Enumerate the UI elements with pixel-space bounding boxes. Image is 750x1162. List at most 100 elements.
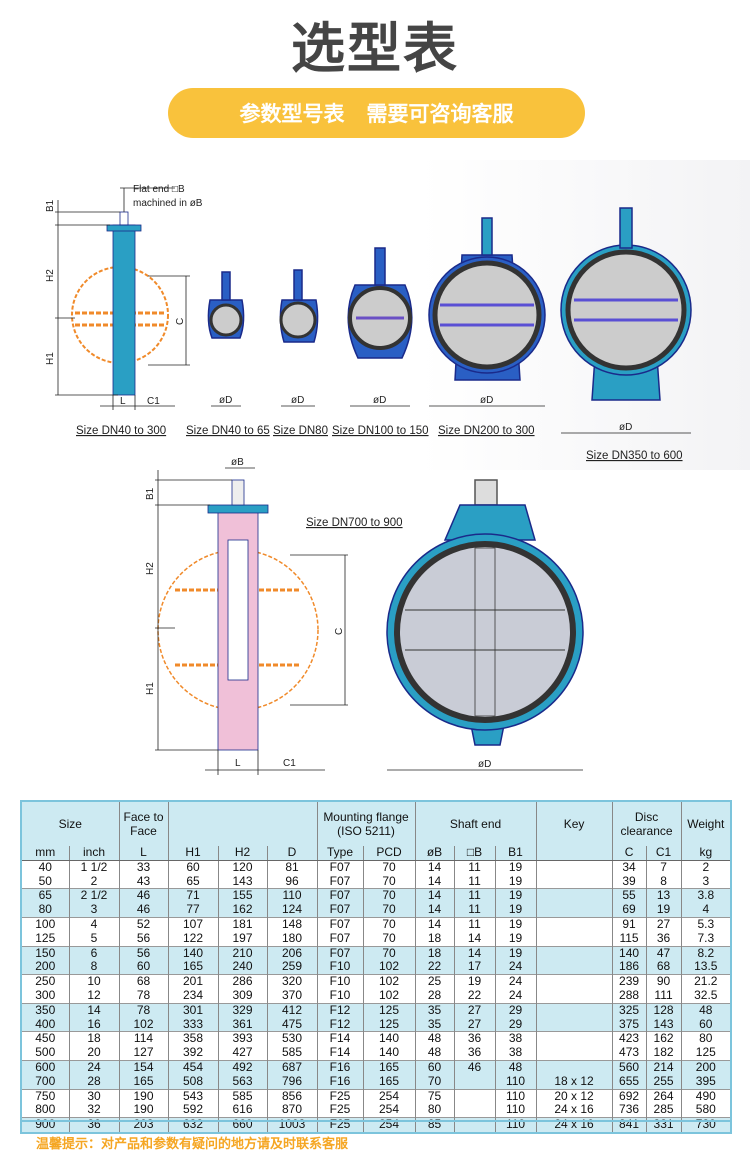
divider <box>20 1120 730 1122</box>
table-cell: 375 <box>611 1017 647 1032</box>
table-row: 700 28 165 508 563 796 F16 165 70 110 18 x 12 655 25… <box>20 1074 732 1090</box>
table-cell: 239 <box>611 974 647 989</box>
banner-left-text: 参数型号表 <box>239 102 345 126</box>
table-cell: 48 <box>680 1002 732 1018</box>
size-label-1: Size DN40 to 300 <box>76 425 166 437</box>
table-cell: 65 <box>167 874 218 889</box>
size-label-4: Size DN100 to 150 <box>332 425 429 437</box>
dim-c1: C1 <box>147 396 160 407</box>
table-cell: F07 <box>316 888 364 904</box>
table-cell: 125 <box>362 1002 416 1018</box>
table-cell: 155 <box>217 888 267 904</box>
machined-label: machined in øB <box>133 198 203 209</box>
table-cell: 3 <box>68 902 119 918</box>
header-weight: Weight <box>680 801 732 846</box>
table-cell: 70 <box>362 916 416 932</box>
table-cell: 11 <box>453 888 496 904</box>
header-dimensions <box>167 801 318 846</box>
table-cell: 25 <box>414 974 455 989</box>
table-cell: 125 <box>20 931 69 947</box>
table-cell: 3.8 <box>680 888 732 904</box>
table-cell: 492 <box>217 1059 267 1075</box>
table-cell: 24 <box>494 988 537 1004</box>
table-cell: 259 <box>266 959 318 975</box>
table-cell: 18 x 12 <box>535 1074 613 1090</box>
table-cell: 508 <box>167 1074 218 1090</box>
table-cell: 56 <box>118 945 168 961</box>
table-cell: 14 <box>414 916 455 932</box>
table-cell: 122 <box>167 931 218 947</box>
table-cell: 2 <box>680 860 732 875</box>
table-cell: 325 <box>611 1002 647 1018</box>
sub-header-cell: H2 <box>217 845 267 861</box>
table-cell: 2 1/2 <box>68 888 119 904</box>
table-cell: 255 <box>645 1074 682 1090</box>
table-cell: 200 <box>680 1059 732 1075</box>
table-cell: 592 <box>167 1102 218 1118</box>
table-cell: 285 <box>645 1102 682 1118</box>
table-cell: 13 <box>645 888 682 904</box>
table-cell: 70 <box>362 945 416 961</box>
table-cell: 18 <box>414 945 455 961</box>
table-cell: 21.2 <box>680 974 732 989</box>
table-cell: 19 <box>494 874 537 889</box>
table-cell: 856 <box>266 1088 318 1104</box>
table-cell: 19 <box>453 974 496 989</box>
table-cell: 35 <box>414 1017 455 1032</box>
table-cell: 43 <box>118 874 168 889</box>
dim-b1: B1 <box>45 199 56 212</box>
table-cell: 140 <box>611 945 647 961</box>
table-cell: 10 <box>68 974 119 989</box>
dim-h2: H2 <box>45 269 56 282</box>
table-cell: 75 <box>414 1088 455 1104</box>
table-cell: 19 <box>494 902 537 918</box>
table-cell: 7 <box>645 860 682 875</box>
table-row: 150 6 56 140 210 206 F07 70 18 14 19 140 47 8.2 <box>20 945 732 961</box>
table-cell: 38 <box>494 1045 537 1061</box>
table-cell: F10 <box>316 959 364 975</box>
table-cell: 580 <box>680 1102 732 1118</box>
table-cell: 197 <box>217 931 267 947</box>
table-cell: 300 <box>20 988 69 1004</box>
table-row: 100 4 52 107 181 148 F07 70 14 11 19 91 27 5.3 <box>20 916 732 932</box>
table-cell: 182 <box>645 1045 682 1061</box>
table-cell: 56 <box>118 931 168 947</box>
table-cell: 543 <box>167 1088 218 1104</box>
table-cell: 585 <box>266 1045 318 1061</box>
table-cell <box>535 1017 613 1032</box>
table-cell: 48 <box>494 1059 537 1075</box>
table-cell: 27 <box>453 1002 496 1018</box>
table-cell: 700 <box>20 1074 69 1090</box>
table-cell: 70 <box>362 931 416 947</box>
table-cell: 692 <box>611 1088 647 1104</box>
table-cell: 301 <box>167 1002 218 1018</box>
table-cell: 38 <box>494 1031 537 1047</box>
table-cell: 240 <box>217 959 267 975</box>
table-cell: F12 <box>316 1002 364 1018</box>
table-cell: 27 <box>453 1017 496 1032</box>
table-cell: 20 x 12 <box>535 1088 613 1104</box>
table-cell: 148 <box>266 916 318 932</box>
table-cell: F25 <box>316 1102 364 1118</box>
table-cell: 361 <box>217 1017 267 1032</box>
table-cell: F10 <box>316 974 364 989</box>
table-cell: 46 <box>453 1059 496 1075</box>
table-cell: 70 <box>362 874 416 889</box>
banner-right-text: 需要可咨询客服 <box>366 102 514 126</box>
valve-front-views <box>207 207 692 401</box>
header-mounting-flange: Mounting flange (ISO 5211) <box>316 801 416 846</box>
table-cell: 19 <box>494 860 537 875</box>
table-cell: 28 <box>414 988 455 1004</box>
table-cell: 210 <box>217 945 267 961</box>
header-disc-clearance: Disc clearance <box>611 801 682 846</box>
table-group-header: Size Face to Face Mounting flange (ISO 5… <box>20 801 732 846</box>
table-cell <box>535 874 613 889</box>
table-cell: 125 <box>680 1045 732 1061</box>
table-cell: 475 <box>266 1017 318 1032</box>
table-cell: 18 <box>68 1031 119 1047</box>
table-row: 400 16 102 333 361 475 F12 125 35 27 29 375 143 60 <box>20 1017 732 1032</box>
footer-note: 温馨提示：对产品和参数有疑问的地方请及时联系客服 <box>36 1137 349 1152</box>
table-cell: 140 <box>167 945 218 961</box>
size-label-3: Size DN80 <box>273 425 328 437</box>
dim-c: C <box>175 318 186 325</box>
